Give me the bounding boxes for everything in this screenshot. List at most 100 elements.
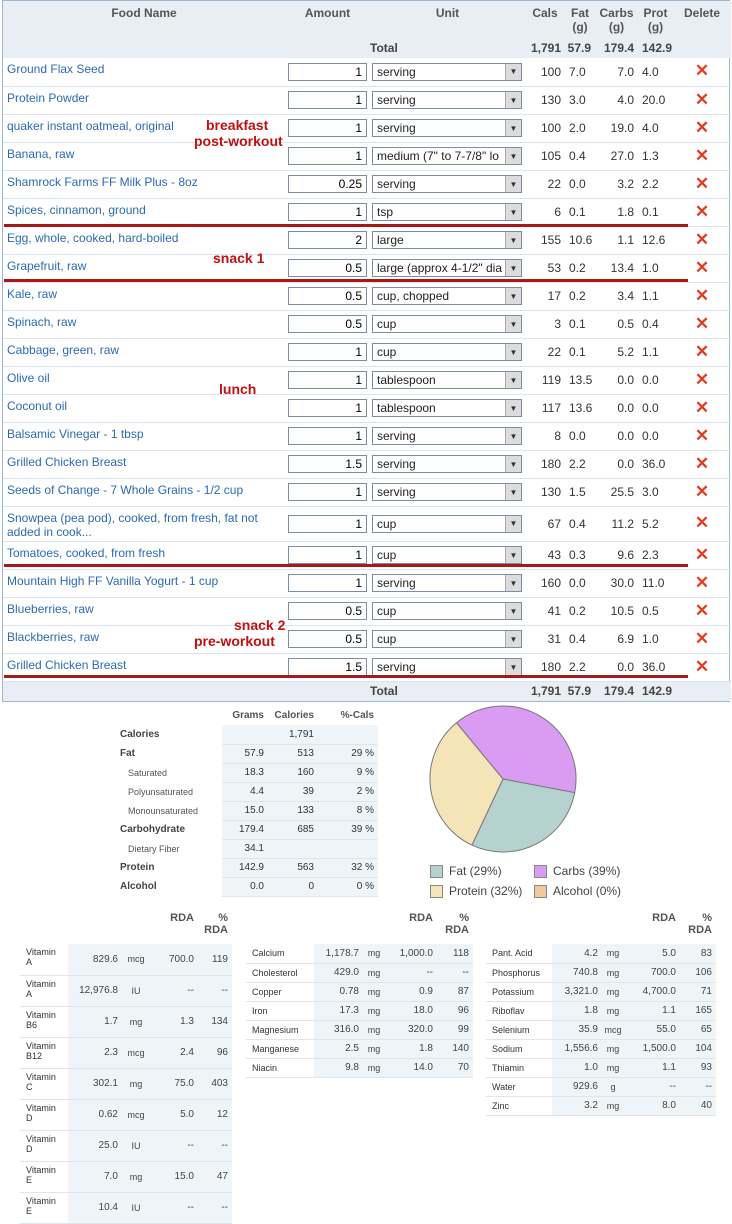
chevron-down-icon[interactable]: ▼: [505, 603, 521, 619]
unit-select[interactable]: tablespoon ▼: [372, 399, 522, 417]
delete-icon[interactable]: ✕: [694, 313, 710, 333]
col-food-name[interactable]: Food Name: [3, 1, 285, 38]
food-name-link[interactable]: quaker instant oatmeal, original: [3, 114, 285, 143]
unit-select[interactable]: serving ▼: [372, 574, 522, 592]
unit-select[interactable]: medium (7" to 7-7/8" lo ▼: [372, 147, 522, 165]
chevron-down-icon[interactable]: ▼: [505, 260, 521, 276]
unit-select[interactable]: large (approx 4-1/2" dia ▼: [372, 259, 522, 277]
amount-input[interactable]: [288, 514, 367, 533]
unit-select[interactable]: cup, chopped ▼: [372, 287, 522, 305]
delete-icon[interactable]: ✕: [694, 425, 710, 445]
chevron-down-icon[interactable]: ▼: [505, 120, 521, 136]
delete-icon[interactable]: ✕: [694, 397, 710, 417]
chevron-down-icon[interactable]: ▼: [505, 204, 521, 220]
amount-input[interactable]: [288, 119, 367, 137]
delete-icon[interactable]: ✕: [694, 285, 710, 305]
food-name-link[interactable]: Mountain High FF Vanilla Yogurt - 1 cup: [3, 569, 285, 598]
amount-input[interactable]: [288, 175, 367, 193]
food-name-link[interactable]: Seeds of Change - 7 Whole Grains - 1/2 c…: [3, 478, 285, 507]
amount-input[interactable]: [288, 658, 367, 676]
delete-icon[interactable]: ✕: [694, 341, 710, 361]
amount-input[interactable]: [288, 546, 367, 564]
amount-input[interactable]: [288, 427, 367, 445]
chevron-down-icon[interactable]: ▼: [505, 63, 521, 80]
chevron-down-icon[interactable]: ▼: [505, 547, 521, 563]
unit-select[interactable]: serving ▼: [372, 427, 522, 445]
unit-select[interactable]: serving ▼: [372, 175, 522, 193]
chevron-down-icon[interactable]: ▼: [505, 232, 521, 248]
col-prot[interactable]: Prot (g): [638, 1, 673, 38]
amount-input[interactable]: [288, 574, 367, 592]
food-name-link[interactable]: Blackberries, raw: [3, 625, 285, 654]
amount-input[interactable]: [288, 91, 367, 109]
unit-select[interactable]: serving ▼: [372, 119, 522, 137]
amount-input[interactable]: [288, 147, 367, 165]
col-cals[interactable]: Cals: [525, 1, 565, 38]
delete-icon[interactable]: ✕: [694, 572, 710, 592]
chevron-down-icon[interactable]: ▼: [505, 148, 521, 164]
delete-icon[interactable]: ✕: [694, 656, 710, 676]
chevron-down-icon[interactable]: ▼: [505, 515, 521, 532]
delete-icon[interactable]: ✕: [694, 229, 710, 249]
delete-icon[interactable]: ✕: [694, 513, 710, 532]
amount-input[interactable]: [288, 602, 367, 620]
delete-icon[interactable]: ✕: [694, 369, 710, 389]
unit-select[interactable]: serving ▼: [372, 658, 522, 676]
delete-icon[interactable]: ✕: [694, 600, 710, 620]
amount-input[interactable]: [288, 287, 367, 305]
amount-input[interactable]: [288, 399, 367, 417]
chevron-down-icon[interactable]: ▼: [505, 316, 521, 332]
delete-icon[interactable]: ✕: [694, 89, 710, 109]
unit-select[interactable]: cup ▼: [372, 343, 522, 361]
food-name-link[interactable]: Spices, cinnamon, ground: [3, 198, 285, 227]
delete-icon[interactable]: ✕: [694, 145, 710, 165]
amount-input[interactable]: [288, 315, 367, 333]
chevron-down-icon[interactable]: ▼: [505, 575, 521, 591]
delete-icon[interactable]: ✕: [694, 481, 710, 501]
col-fat[interactable]: Fat (g): [565, 1, 595, 38]
chevron-down-icon[interactable]: ▼: [505, 176, 521, 192]
amount-input[interactable]: [288, 630, 367, 648]
food-name-link[interactable]: Ground Flax Seed: [3, 58, 285, 87]
amount-input[interactable]: [288, 343, 367, 361]
delete-icon[interactable]: ✕: [694, 173, 710, 193]
unit-select[interactable]: cup ▼: [372, 602, 522, 620]
chevron-down-icon[interactable]: ▼: [505, 456, 521, 472]
food-name-link[interactable]: Coconut oil: [3, 394, 285, 423]
amount-input[interactable]: [288, 259, 367, 277]
unit-select[interactable]: serving ▼: [372, 91, 522, 109]
delete-icon[interactable]: ✕: [694, 544, 710, 564]
delete-icon[interactable]: ✕: [694, 628, 710, 648]
unit-select[interactable]: tablespoon ▼: [372, 371, 522, 389]
amount-input[interactable]: [288, 455, 367, 473]
delete-icon[interactable]: ✕: [694, 201, 710, 221]
unit-select[interactable]: tsp ▼: [372, 203, 522, 221]
amount-input[interactable]: [288, 371, 367, 389]
unit-select[interactable]: serving ▼: [372, 483, 522, 501]
unit-select[interactable]: cup ▼: [372, 546, 522, 564]
delete-icon[interactable]: ✕: [694, 453, 710, 473]
chevron-down-icon[interactable]: ▼: [505, 344, 521, 360]
delete-icon[interactable]: ✕: [694, 61, 710, 81]
food-name-link[interactable]: Olive oil: [3, 366, 285, 395]
food-name-link[interactable]: Kale, raw: [3, 282, 285, 311]
amount-input[interactable]: [288, 203, 367, 221]
chevron-down-icon[interactable]: ▼: [505, 659, 521, 675]
chevron-down-icon[interactable]: ▼: [505, 428, 521, 444]
unit-select[interactable]: cup ▼: [372, 514, 522, 533]
col-carbs[interactable]: Carbs (g): [595, 1, 638, 38]
chevron-down-icon[interactable]: ▼: [505, 372, 521, 388]
delete-icon[interactable]: ✕: [694, 257, 710, 277]
chevron-down-icon[interactable]: ▼: [505, 92, 521, 108]
chevron-down-icon[interactable]: ▼: [505, 400, 521, 416]
food-name-link[interactable]: Shamrock Farms FF Milk Plus - 8oz: [3, 170, 285, 199]
food-name-link[interactable]: Spinach, raw: [3, 310, 285, 339]
food-name-link[interactable]: Snowpea (pea pod), cooked, from fresh, f…: [3, 506, 285, 542]
unit-select[interactable]: large ▼: [372, 231, 522, 249]
food-name-link[interactable]: Protein Powder: [3, 86, 285, 115]
unit-select[interactable]: cup ▼: [372, 315, 522, 333]
amount-input[interactable]: [288, 62, 367, 81]
food-name-link[interactable]: Cabbage, green, raw: [3, 338, 285, 367]
food-name-link[interactable]: Banana, raw: [3, 142, 285, 171]
unit-select[interactable]: serving ▼: [372, 455, 522, 473]
